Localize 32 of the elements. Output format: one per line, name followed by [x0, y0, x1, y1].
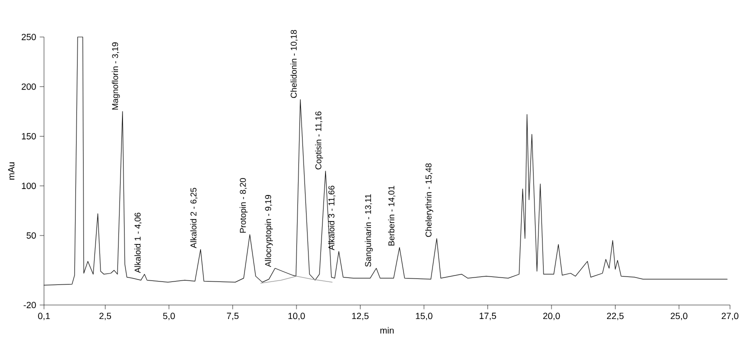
x-tick-label: 7,5	[226, 312, 239, 320]
y-tick-label: -20	[24, 302, 36, 308]
line-series	[260, 276, 332, 284]
x-tick-label: 25,0	[670, 312, 688, 320]
annotation: Berberin - 14,01	[388, 186, 396, 246]
annotation: Alkaloid 1 - 4,06	[134, 212, 142, 274]
x-tick-label: 17,5	[480, 312, 496, 320]
x-tick-label: 12,5	[352, 312, 369, 320]
x-tick-label: 2,5	[99, 312, 112, 320]
annotation: Allocryptopin - 9,19	[264, 195, 273, 268]
x-tick-label: 0,1	[38, 312, 50, 320]
annotation: Chelerythrin - 15,48	[425, 163, 434, 237]
annotation: Protopin - 8,20	[240, 178, 248, 233]
annotation: Coptisin - 11,16	[315, 111, 324, 170]
x-tick-label: 20,0	[543, 312, 560, 320]
annotation: Magnoflorin - 3,19	[112, 42, 120, 110]
x-tick-label: 15,0	[416, 312, 432, 320]
y-axis-title: mAu	[8, 162, 14, 180]
x-tick-label: 22,5	[606, 312, 624, 320]
annotation: Alkaloid 3 - 11,66	[328, 186, 336, 250]
y-tick-label: 150	[22, 133, 36, 140]
x-tick-label: 10,0	[288, 312, 305, 320]
y-tick-label: 200	[22, 83, 36, 90]
annotation: Alkaloid 2 - 6,25	[190, 188, 198, 248]
x-axis-title: min	[380, 327, 394, 334]
annotation: Chelidonin - 10,18	[290, 30, 298, 98]
y-tick-label: 50	[26, 232, 36, 239]
y-tick-label: 250	[22, 34, 36, 40]
x-tick-label: 5,0	[163, 312, 175, 320]
x-tick-label: 27,0	[722, 312, 738, 320]
annotation: Sanguinarin - 13,11	[364, 194, 373, 267]
y-tick-label: 100	[22, 182, 36, 190]
